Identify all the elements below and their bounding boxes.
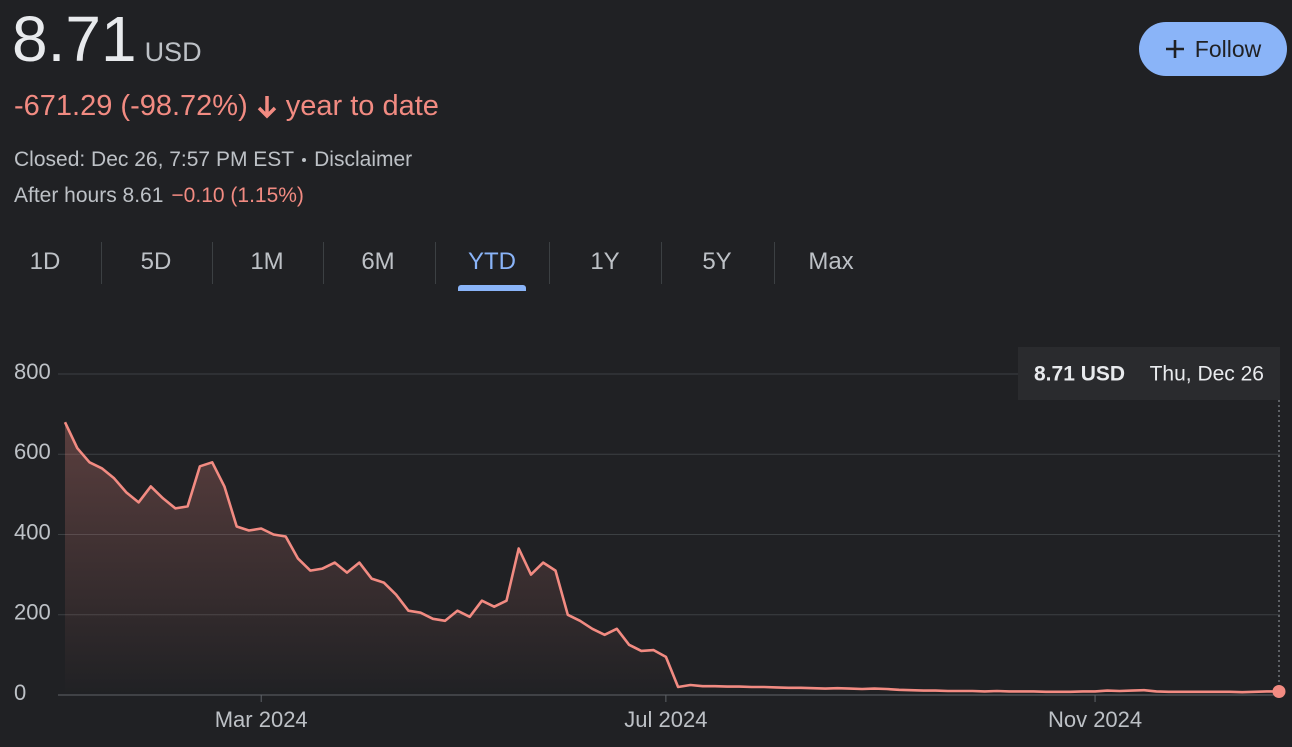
tab[interactable]: 5Y xyxy=(702,248,732,275)
price-area xyxy=(65,422,1279,695)
x-tick-label: Nov 2024 xyxy=(1048,707,1142,732)
tab[interactable]: 1M xyxy=(250,248,284,275)
closed-time: Closed: Dec 26, 7:57 PM EST xyxy=(14,148,295,171)
plus-icon xyxy=(1165,40,1184,58)
change-period: year to date xyxy=(285,90,439,122)
follow-button[interactable]: Follow xyxy=(1139,22,1287,76)
tab[interactable]: 1Y xyxy=(590,248,620,275)
tab-separator xyxy=(322,242,324,284)
tab-separator xyxy=(435,242,436,284)
down-arrow xyxy=(257,95,276,118)
x-tick-label: Mar 2024 xyxy=(215,707,308,732)
change-row: -671.29 (-98.72%) year to date xyxy=(14,90,439,123)
y-tick-label: 800 xyxy=(14,359,51,384)
tab-separator xyxy=(100,242,102,284)
tab[interactable]: 5D xyxy=(140,248,172,275)
tab-underline xyxy=(458,285,526,291)
tab[interactable]: 1D xyxy=(29,248,61,275)
tooltip-date: Thu, Dec 26 xyxy=(1150,363,1264,386)
separator xyxy=(302,158,307,162)
price: 8.71 USD xyxy=(12,2,202,76)
tab[interactable]: 6M xyxy=(361,248,395,275)
currency: USD xyxy=(144,37,202,67)
after-hours-change: −0.10 (1.15%) xyxy=(171,184,304,207)
closed-row: Closed: Dec 26, 7:57 PM EST Disclaimer xyxy=(14,148,412,172)
change: -671.29 (-98.72%) xyxy=(14,90,248,122)
disclaimer-link[interactable]: Disclaimer xyxy=(314,148,413,171)
x-tick-label: Jul 2024 xyxy=(624,707,707,732)
tooltip-price: 8.71 USD xyxy=(1034,363,1125,386)
y-tick-label: 400 xyxy=(14,519,51,544)
tab-separator xyxy=(211,242,213,284)
price-line xyxy=(63,421,1280,694)
tab-separator xyxy=(548,242,550,284)
after-hours: After hours 8.61 xyxy=(14,184,164,207)
tab[interactable]: YTD xyxy=(468,248,516,275)
tab-separator xyxy=(774,242,775,284)
tooltip-box xyxy=(1018,347,1280,400)
last-point xyxy=(1272,685,1286,699)
y-tick-label: 600 xyxy=(14,439,51,464)
price-value: 8.71 xyxy=(12,3,137,75)
tab-separator xyxy=(661,242,662,284)
tooltip: 8.71 USD Thu, Dec 26 xyxy=(1018,347,1280,400)
y-tick-label: 0 xyxy=(14,680,26,705)
y-tick-label: 200 xyxy=(14,600,51,625)
after-hours-row: After hours 8.61 −0.10 (1.15%) xyxy=(14,184,304,208)
tab[interactable]: Max xyxy=(808,248,854,275)
follow-label: Follow xyxy=(1194,35,1262,62)
